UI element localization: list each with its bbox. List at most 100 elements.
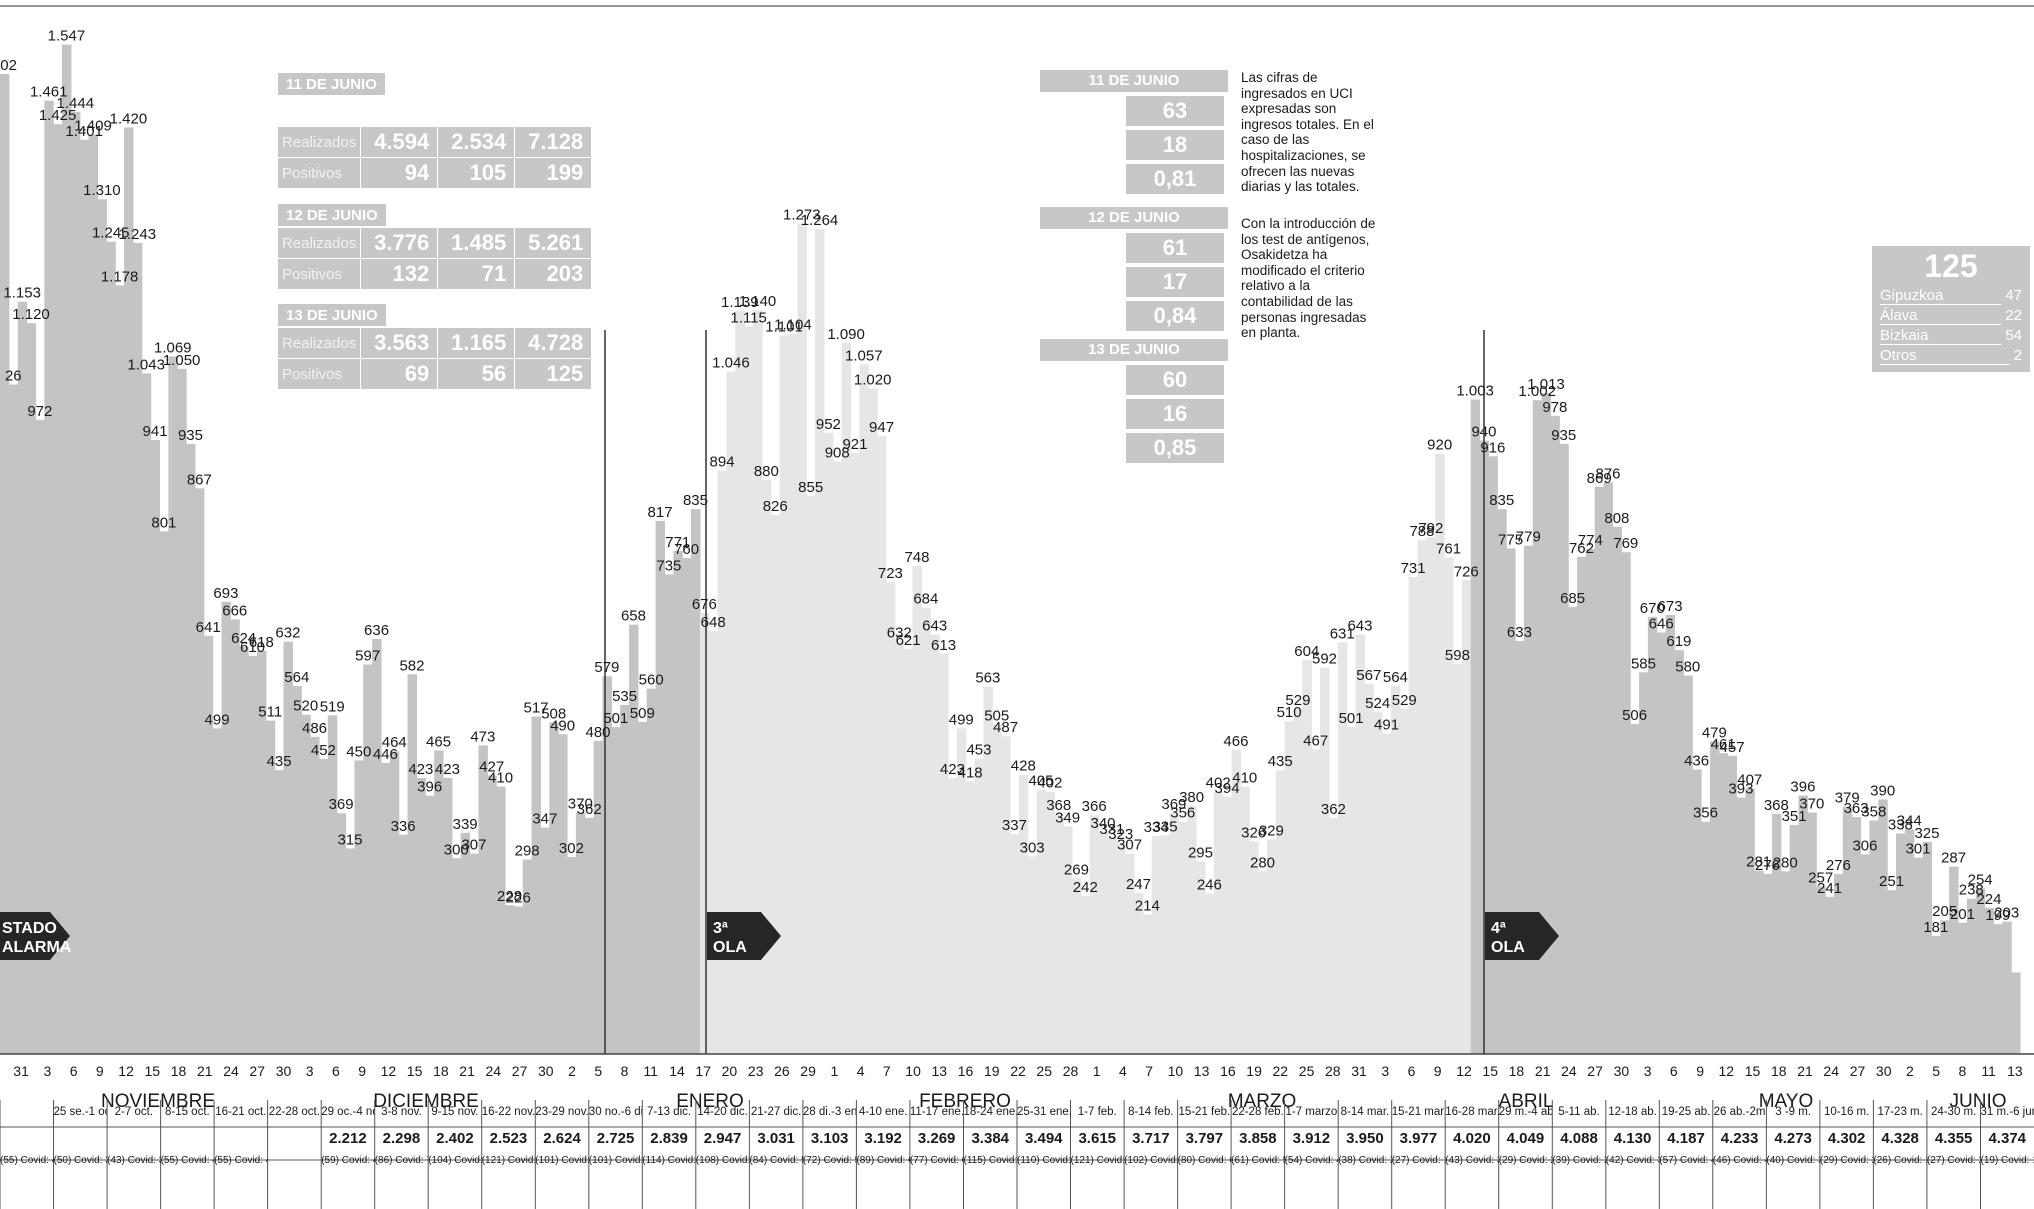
bar <box>1683 675 1693 1054</box>
uci-value: 0,84 <box>1126 301 1224 331</box>
weekly-cell: 1-7 feb. 3.615 (121) Covid: 99 <box>1071 1100 1125 1172</box>
value-label: 301 <box>1906 841 1931 858</box>
day-tick: 12 <box>1456 1063 1472 1079</box>
bar <box>575 812 586 1054</box>
day-tick: 27 <box>512 1063 528 1079</box>
bar <box>1506 548 1516 1054</box>
value-label: 517 <box>523 700 548 717</box>
value-label: 214 <box>1135 897 1160 914</box>
value-label: 247 <box>1126 876 1151 893</box>
bar <box>1993 924 2003 1054</box>
day-tick: 15 <box>407 1063 423 1079</box>
value-label: 869 <box>1587 470 1612 487</box>
row-label: Positivos <box>276 258 362 290</box>
day-tick: 15 <box>1482 1063 1498 1079</box>
bar <box>956 728 967 1054</box>
value-label: 473 <box>470 728 495 745</box>
bar <box>1444 557 1454 1054</box>
uci-value: 18 <box>1126 130 1224 160</box>
value-label: 303 <box>1020 839 1045 856</box>
value-label: 511 <box>258 704 282 721</box>
bar <box>1346 727 1357 1054</box>
bar <box>221 601 231 1054</box>
weekly-cell: 8-15 oct. (55) Covid: 44 <box>161 1100 215 1172</box>
day-tick: 3 <box>1644 1063 1652 1079</box>
weekly-total <box>161 1124 215 1150</box>
weekly-period: 11-17 ene. <box>909 1106 964 1118</box>
bar <box>1488 456 1498 1054</box>
bar <box>735 310 745 1054</box>
tests-date: 12 DE JUNIO <box>277 203 387 227</box>
wave-marker: 4ª OLA <box>1485 912 1559 960</box>
value-label: 618 <box>249 634 274 651</box>
value-label: 1.120 <box>12 306 50 323</box>
bar <box>1771 813 1782 1054</box>
bar <box>1674 650 1684 1054</box>
bar <box>1258 871 1268 1054</box>
day-tick: 17 <box>695 1063 711 1079</box>
day-tick: 6 <box>70 1063 78 1079</box>
bar <box>1532 400 1543 1054</box>
cell: 1.165 <box>437 327 516 359</box>
day-tick: 19 <box>1246 1063 1262 1079</box>
wave-tag <box>1485 912 1559 960</box>
uci-value: 0,81 <box>1126 164 1224 194</box>
value-label: 940 <box>1471 424 1496 441</box>
bar <box>1461 580 1472 1054</box>
value-label: 762 <box>1569 540 1594 557</box>
bar <box>203 635 214 1054</box>
bar <box>1054 813 1064 1054</box>
bar <box>1949 866 1959 1054</box>
value-label: 276 <box>1755 857 1780 874</box>
bar <box>1160 835 1171 1054</box>
bar <box>106 241 116 1054</box>
weekly-period: 22-28 feb. <box>1231 1106 1284 1118</box>
value-label: 269 <box>1064 861 1089 878</box>
value-label: 427 <box>479 758 504 775</box>
province-row: Bizkaia 54 <box>1872 327 2030 345</box>
value-label: 370 <box>568 796 593 813</box>
bar <box>637 721 648 1054</box>
value-label: 423 <box>435 761 460 778</box>
province-value: 54 <box>2005 327 2022 344</box>
bar <box>265 720 276 1054</box>
bar <box>1134 892 1144 1054</box>
weekly-cell: 25 se.-1 oc. (50) Covid: 36 <box>54 1100 108 1172</box>
value-label: 1.420 <box>110 110 148 127</box>
value-label: 499 <box>949 711 974 728</box>
tests-values-11: Realizados 4.594 2.534 7.128 Positivos 9… <box>276 126 593 189</box>
value-label: 726 <box>1454 563 1479 580</box>
uci-date: 11 DE JUNIO <box>1040 70 1228 92</box>
value-label: 228 <box>497 888 522 905</box>
bar <box>1452 663 1463 1054</box>
value-label: 1.046 <box>712 354 750 371</box>
weekly-cell: 14-20 dic. 2.947 (108) Covid: 93 <box>696 1100 750 1172</box>
value-label: 646 <box>1649 615 1674 632</box>
weekly-cell: 7-13 dic. 2.839 (114) Covid: 99 <box>642 1100 696 1172</box>
weekly-period: 10-16 m. <box>1823 1106 1870 1118</box>
day-tick: 13 <box>2007 1063 2023 1079</box>
value-label: 1.002 <box>1518 383 1556 400</box>
value-label: 368 <box>1764 797 1789 814</box>
day-tick: 7 <box>883 1063 891 1079</box>
weekly-period: 15-21 mar. <box>1391 1106 1446 1118</box>
day-tick: 24 <box>1823 1063 1839 1079</box>
weekly-detail: (108) Covid: 93 <box>695 1155 750 1166</box>
weekly-detail: (101) Covid: 81 <box>535 1155 589 1166</box>
weekly-total: 3.269 <box>917 1130 956 1147</box>
bar <box>1213 791 1224 1054</box>
value-label: 633 <box>1507 624 1532 641</box>
value-label: 226 <box>506 890 531 907</box>
value-label: 339 <box>453 816 478 833</box>
bar <box>584 817 595 1054</box>
value-label: 1.115 <box>730 309 766 326</box>
weekly-cell: 16-22 nov. 2.523 (121) Covid: 97 <box>482 1100 536 1172</box>
bar <box>274 770 285 1054</box>
bar <box>1187 806 1197 1054</box>
value-label: 1.245 <box>92 225 130 242</box>
bar <box>380 762 391 1054</box>
weekly-period: 4-10 ene. <box>858 1106 908 1118</box>
bar <box>965 781 976 1054</box>
weekly-total <box>214 1124 268 1150</box>
row-label: Realizados <box>276 327 362 359</box>
